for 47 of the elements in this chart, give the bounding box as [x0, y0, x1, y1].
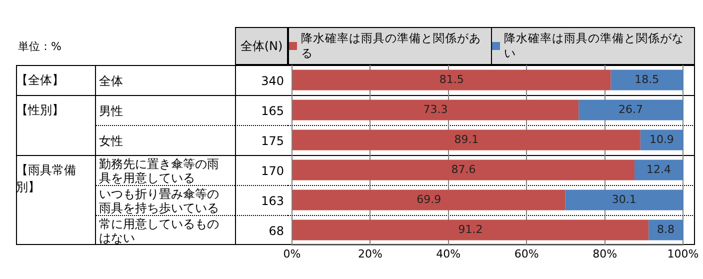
text: 単位：% [18, 38, 62, 54]
bar [292, 100, 579, 120]
text: 340 [235, 65, 288, 95]
bar [565, 190, 683, 210]
legend-label: 降水確率は雨具の準備と関係がない [504, 31, 685, 61]
x-tick-label: 80% [592, 247, 618, 260]
y-tick-label: 男性 [95, 95, 235, 125]
text: 【性別】 [16, 95, 95, 155]
data-label: 81.5 [439, 72, 464, 86]
text: 165 [235, 95, 288, 125]
data-label: 8.8 [657, 222, 675, 236]
bar [292, 70, 611, 90]
text: 163 [235, 185, 288, 215]
x-tick-label: 0% [283, 247, 301, 260]
data-label: 12.4 [646, 162, 672, 176]
x-tick-label: 100% [667, 247, 699, 260]
legend-label: 降水確率は雨具の準備と関係がある [300, 31, 482, 61]
data-label: 18.5 [634, 72, 660, 86]
y-tick-label: 全体 [95, 65, 235, 95]
bar [292, 130, 640, 150]
y-tick-label: 勤務先に置き傘等の雨具を用意している [95, 155, 235, 185]
text: 175 [235, 125, 288, 155]
data-label: 91.2 [458, 222, 483, 236]
text: 【全体】 [16, 65, 95, 95]
data-label: 89.1 [454, 132, 479, 146]
text: 170 [235, 155, 288, 185]
text: 【雨具常備別】 [16, 155, 95, 245]
bar [578, 100, 683, 120]
text: 68 [235, 215, 288, 245]
bar [634, 160, 683, 180]
data-label: 26.7 [618, 102, 644, 116]
text: 全体(N) [235, 27, 288, 65]
y-tick-label: 女性 [95, 125, 235, 155]
x-tick-label: 60% [514, 247, 539, 260]
data-label: 30.1 [612, 192, 636, 206]
y-tick-label: 常に用意しているものはない [95, 215, 235, 245]
bar [292, 190, 566, 210]
y-tick-label: いつも折り畳み傘等の雨具を持ち歩いている [95, 185, 235, 215]
x-tick-label: 40% [436, 247, 461, 260]
bar [292, 220, 649, 240]
data-label: 69.9 [416, 192, 442, 206]
x-tick-label: 20% [358, 247, 382, 260]
bar [610, 70, 683, 90]
bar [292, 160, 635, 180]
data-label: 73.3 [423, 102, 448, 116]
data-label: 10.9 [649, 132, 674, 146]
data-label: 87.6 [451, 162, 476, 176]
